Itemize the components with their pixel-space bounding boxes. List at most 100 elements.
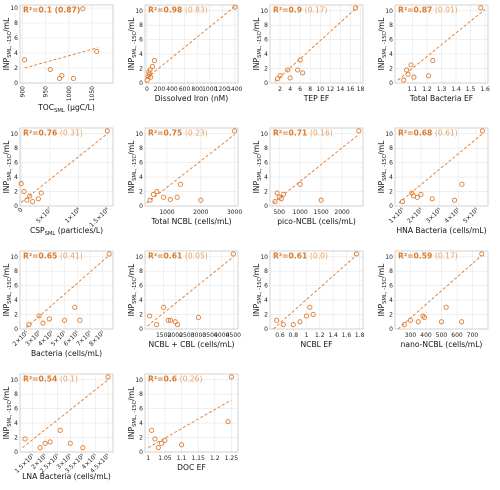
- data-point: [36, 313, 42, 319]
- y-tick-label: 2: [14, 312, 18, 319]
- plot-frame: [19, 250, 114, 330]
- y-tick-label: 0: [14, 203, 18, 210]
- data-point: [232, 128, 238, 134]
- x-tick-label: 3×10⁵: [425, 206, 444, 225]
- y-tick-label: 6: [14, 160, 18, 167]
- plot-frame: [394, 127, 489, 207]
- r-squared-label: R²=0.54 (0.1): [23, 375, 78, 384]
- trend-line: [147, 256, 234, 327]
- y-tick-label: 4: [389, 174, 393, 181]
- x-tick-label: 10: [316, 86, 324, 93]
- data-point: [47, 66, 53, 73]
- data-point: [174, 194, 180, 200]
- data-point: [478, 5, 484, 11]
- data-point: [310, 312, 316, 318]
- y-tick-label: 4: [389, 51, 393, 58]
- x-tick-label: 1.3: [437, 86, 447, 93]
- data-point: [24, 197, 30, 203]
- r-squared-label: R²=0.65 (0.41): [23, 252, 83, 261]
- x-tick-label: 500: [273, 209, 285, 216]
- x-tick-label: 1.4: [451, 86, 461, 93]
- y-axis-label: INPSML, -15C/mL: [127, 263, 138, 317]
- x-tick-label: 1000: [66, 86, 73, 101]
- y-tick-label: 10: [135, 131, 143, 138]
- y-tick-label: 8: [264, 268, 268, 275]
- data-point: [307, 304, 313, 310]
- plot-frame: [19, 4, 114, 84]
- data-point: [147, 313, 153, 319]
- data-point: [429, 196, 435, 202]
- subplot-4: 0 2 4 6 8 10 1.1 1.2 1.3 1.4 1.5 1.6 R²=0.87 (0.01) T…: [377, 4, 490, 103]
- r-squared-label: R²=0.71 (0.16): [273, 129, 333, 138]
- x-axis-label: Bacteria (cells/mL): [31, 349, 102, 358]
- y-tick-label: 6: [264, 160, 268, 167]
- y-tick-label: 6: [139, 37, 143, 44]
- y-tick-label: 0: [139, 449, 143, 456]
- y-tick-label: 8: [14, 391, 18, 398]
- data-point: [415, 319, 421, 325]
- data-point: [290, 322, 296, 328]
- trend-line: [148, 399, 232, 449]
- data-point: [72, 304, 78, 310]
- data-point: [27, 193, 33, 199]
- x-tick-label: 500: [436, 332, 448, 339]
- y-tick-label: 10: [10, 5, 18, 12]
- data-point: [297, 57, 303, 63]
- subplot-9: 02468102×10⁵3×10⁵4×10⁵5×10⁵6×10⁵7×10⁵8×1…: [2, 250, 114, 358]
- r-squared-value: R²=0.59: [398, 252, 435, 261]
- r-squared-label: R²=0.59 (0.17): [398, 252, 458, 261]
- y-tick-label: 2: [389, 189, 393, 196]
- r-squared-paren: (0.0): [310, 252, 328, 261]
- data-point: [407, 317, 414, 323]
- data-point: [451, 197, 458, 203]
- x-tick-label: 900: [19, 86, 26, 98]
- x-tick-label: 5×10⁷: [35, 206, 54, 225]
- y-tick-label: 2: [139, 312, 143, 319]
- data-point: [94, 48, 100, 55]
- x-tick-label: 1.05: [158, 455, 172, 462]
- y-tick-label: 2: [389, 66, 393, 73]
- data-point: [70, 75, 77, 82]
- x-tick-label: 2000: [193, 209, 208, 216]
- y-tick-label: 6: [389, 160, 393, 167]
- plot-frame: [394, 250, 489, 330]
- y-tick-label: 4: [264, 51, 268, 58]
- y-tick-label: 4: [139, 51, 143, 58]
- y-tick-label: 0: [264, 326, 268, 333]
- data-point: [198, 197, 204, 203]
- x-axis-label: TEP EF: [303, 94, 330, 103]
- x-tick-label: 2000: [334, 209, 349, 216]
- data-point: [62, 317, 68, 323]
- data-point: [399, 199, 405, 205]
- x-tick-label: 400: [420, 332, 432, 339]
- data-point: [22, 57, 28, 63]
- x-axis-label: Dissolved Iron (nM): [155, 94, 228, 103]
- data-point: [80, 6, 86, 12]
- x-tick-label: 1500: [156, 332, 171, 339]
- r-squared-value: R²=0.98: [148, 6, 185, 15]
- y-tick-label: 4: [139, 420, 143, 427]
- data-point: [162, 437, 168, 443]
- y-tick-label: 4: [14, 50, 18, 57]
- data-point: [161, 194, 167, 200]
- r-squared-value: R²=0.76: [23, 129, 60, 138]
- y-tick-label: 4: [14, 297, 18, 304]
- x-tick-label: 1.15: [191, 455, 205, 462]
- data-point: [438, 319, 445, 325]
- trend-line: [273, 254, 357, 330]
- y-tick-label: 8: [389, 268, 393, 275]
- plot-frame: [269, 250, 364, 330]
- x-axis-label: TOCSML (µgC/L): [37, 103, 95, 114]
- y-axis-label: INPSML, -15C/mL: [2, 263, 13, 317]
- y-tick-label: 4: [139, 297, 143, 304]
- data-point: [230, 251, 236, 257]
- x-tick-label: 700: [467, 332, 479, 339]
- data-point: [459, 319, 465, 325]
- data-point: [168, 317, 174, 323]
- data-point: [425, 73, 431, 79]
- data-point: [154, 322, 160, 328]
- r-squared-value: R²=0.87: [398, 6, 435, 15]
- x-tick-label: 4×10⁵: [443, 206, 462, 225]
